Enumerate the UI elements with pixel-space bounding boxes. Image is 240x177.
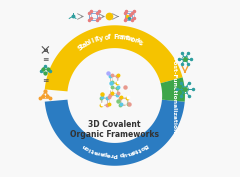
- Text: -: -: [126, 150, 129, 156]
- Text: w: w: [126, 35, 133, 42]
- Polygon shape: [45, 25, 183, 91]
- Text: a: a: [100, 150, 105, 156]
- Text: P: P: [112, 152, 117, 157]
- Text: a: a: [93, 148, 99, 154]
- Text: u: u: [121, 151, 127, 156]
- Text: r: r: [97, 149, 101, 155]
- Text: m: m: [120, 34, 128, 41]
- Text: t: t: [79, 43, 85, 50]
- Text: o: o: [129, 36, 136, 43]
- Text: p: p: [119, 151, 124, 157]
- Polygon shape: [161, 77, 185, 102]
- Text: b: b: [84, 40, 91, 47]
- Text: t: t: [96, 36, 101, 42]
- Text: t: t: [91, 147, 95, 153]
- Text: o: o: [104, 34, 109, 41]
- Text: o: o: [131, 148, 136, 154]
- Text: ≡: ≡: [42, 76, 48, 85]
- Text: e: e: [124, 35, 130, 41]
- Text: B: B: [142, 143, 148, 149]
- Text: a: a: [119, 34, 124, 40]
- Text: f: f: [108, 34, 111, 40]
- Text: l: l: [90, 38, 95, 44]
- Text: Post-Functionalization: Post-Functionalization: [171, 57, 176, 134]
- Text: i: i: [88, 39, 92, 45]
- Text: a: a: [81, 41, 88, 48]
- Text: 3D Covalent
Organic Frameworks: 3D Covalent Organic Frameworks: [70, 120, 159, 139]
- Text: e: e: [106, 151, 111, 157]
- Text: o: o: [139, 144, 145, 151]
- Text: i: i: [93, 37, 97, 43]
- Text: r: r: [133, 37, 138, 44]
- Text: k: k: [135, 38, 141, 45]
- Text: F: F: [113, 34, 118, 40]
- Text: t: t: [137, 146, 142, 152]
- Polygon shape: [45, 100, 185, 166]
- Text: p: p: [103, 151, 108, 156]
- Text: t: t: [134, 147, 139, 153]
- Text: s: s: [138, 39, 144, 46]
- Text: r: r: [116, 34, 120, 40]
- Text: S: S: [76, 44, 84, 52]
- Text: y: y: [98, 35, 104, 42]
- Text: ≡: ≡: [42, 55, 48, 64]
- Text: o: o: [84, 144, 90, 151]
- Circle shape: [106, 13, 113, 20]
- Text: n: n: [81, 143, 88, 149]
- Text: r: r: [110, 152, 113, 157]
- Text: m: m: [126, 149, 134, 156]
- Text: i: i: [88, 146, 92, 152]
